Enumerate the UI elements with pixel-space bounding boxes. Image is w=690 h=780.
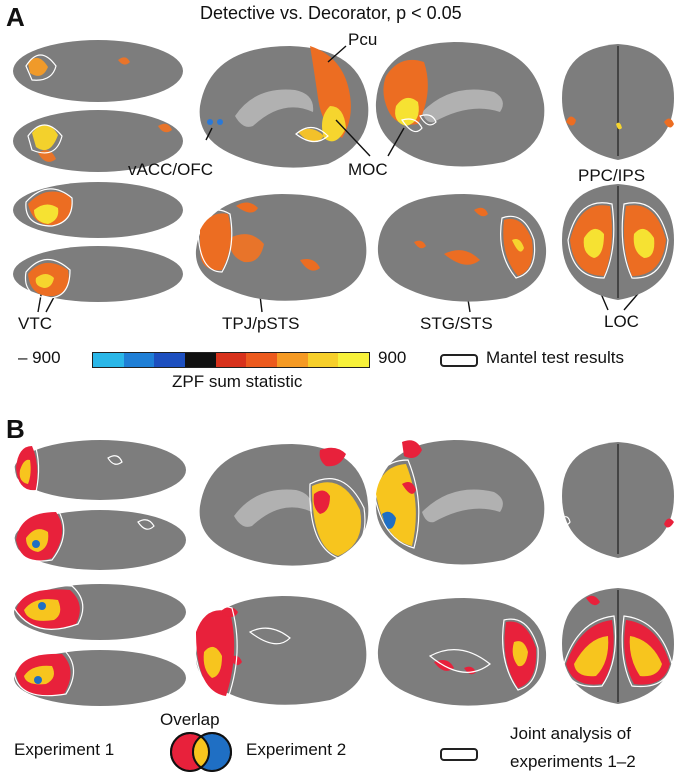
label-stg-sts: STG/STS (420, 314, 493, 333)
label-moc: MOC (348, 160, 388, 179)
brain-posterior-view-a1 (562, 44, 674, 160)
colorbar-segment (307, 353, 339, 367)
label-vtc: VTC (18, 314, 52, 333)
mantel-legend-swatch (440, 354, 478, 367)
brain-dorsal-view-a1 (13, 40, 183, 172)
experiment-2-label: Experiment 2 (246, 740, 347, 759)
label-ppc-ips: PPC/IPS (578, 166, 646, 185)
brain-medial-view-right-b1 (373, 440, 545, 565)
colorbar-segment (277, 353, 308, 367)
overlap-venn-icon (170, 732, 232, 772)
joint-analysis-label-line2: experiments 1–2 (510, 752, 636, 771)
mantel-legend-label: Mantel test results (486, 348, 624, 367)
label-vacc-ofc: vACC/OFC (128, 160, 213, 179)
label-loc: LOC (604, 312, 639, 331)
experiment-1-label: Experiment 1 (14, 740, 115, 759)
panel-a-letter: A (6, 2, 25, 32)
colorbar-segment (185, 353, 216, 367)
colorbar-max-label: 900 (378, 348, 407, 367)
label-tpj-psts: TPJ/pSTS (222, 314, 300, 333)
colorbar-segment (215, 353, 247, 367)
colorbar-segment (93, 353, 124, 367)
label-pcu: Pcu (348, 30, 378, 49)
colorbar-segment (338, 353, 370, 367)
brain-lateral-view-right-b2 (377, 598, 547, 706)
brain-lateral-view-left-a2 (195, 194, 367, 301)
colorbar-segment (154, 353, 186, 367)
joint-analysis-legend-swatch (440, 748, 478, 761)
brain-posterior-view-b2 (562, 588, 674, 704)
brain-medial-view-left-b1 (199, 444, 369, 566)
colorbar-segment (123, 353, 155, 367)
panel-a-title: Detective vs. Decorator, p < 0.05 (200, 3, 462, 23)
brain-posterior-view-b1 (561, 442, 674, 558)
joint-analysis-label-line1: Joint analysis of (510, 724, 631, 743)
brain-lateral-view-right-a2 (377, 194, 547, 302)
brain-lateral-view-left-b2 (193, 596, 367, 705)
brain-dorsal-view-b1 (13, 440, 186, 570)
brain-medial-view-left-a1 (199, 46, 369, 168)
brain-ventral-view-a2 (13, 182, 183, 302)
overlap-title: Overlap (160, 710, 220, 729)
colorbar (92, 352, 370, 368)
brain-medial-view-right-a1 (375, 42, 545, 167)
colorbar-caption: ZPF sum statistic (172, 372, 303, 391)
colorbar-segment (246, 353, 278, 367)
panel-b-letter: B (6, 414, 25, 444)
brain-ventral-view-b2 (13, 584, 186, 706)
brain-posterior-view-a2 (562, 184, 674, 300)
colorbar-min-label: – 900 (18, 348, 61, 367)
